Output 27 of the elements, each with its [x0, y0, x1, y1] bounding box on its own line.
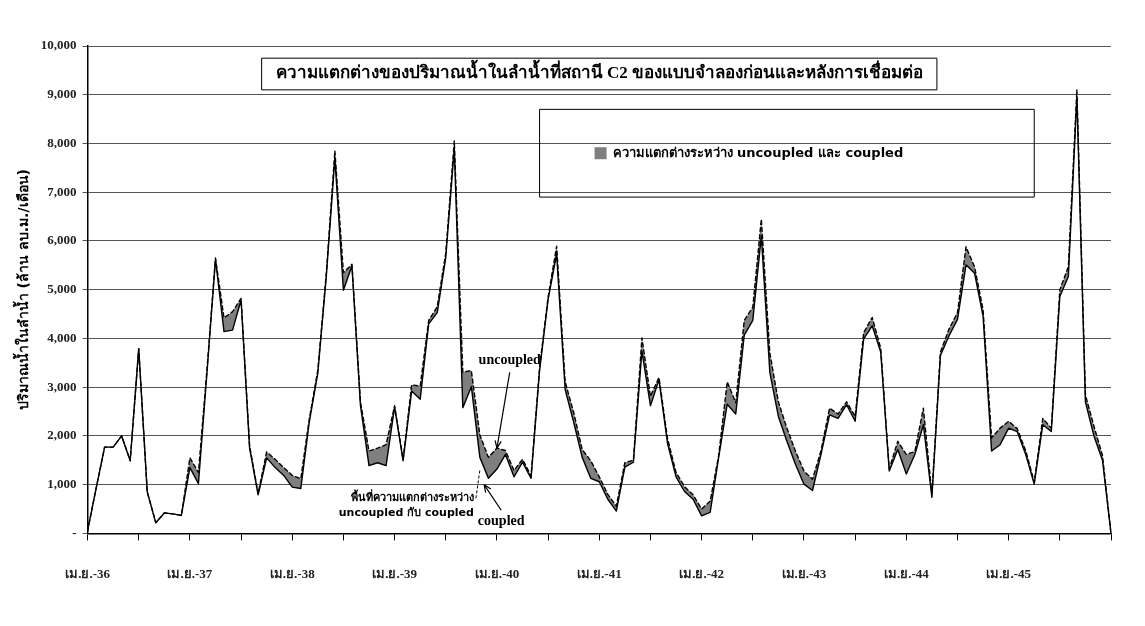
annotation: พื้นที่ความแตกต่างระหว่าง uncoupled กับ coupled — [338, 489, 474, 520]
y-tick-label: 6,000 — [47, 232, 77, 248]
y-axis-title: ปริมาณน้ำในลำน้ำ (ล้าน ลบ.ม./เดือน) — [12, 169, 32, 411]
x-tick-label: เม.ย.-36 — [65, 565, 111, 581]
x-tick-label: เม.ย.-45 — [986, 565, 1032, 581]
y-tick-label: 8,000 — [47, 134, 77, 150]
x-tick-label: เม.ย.-38 — [269, 565, 316, 581]
y-tick-label: 4,000 — [47, 329, 77, 345]
legend-label: ความแตกต่างระหว่าง uncoupled และ coupled — [612, 144, 904, 160]
x-tick-label: เม.ย.-37 — [167, 565, 213, 581]
text: ความแตกต่างของปริมาณน้ำในลำน้ำที่สถานี C2 ของแบบจำลองก่อนและหลังการเชื่อมต่อ — [275, 59, 923, 83]
y-tick-label: - — [72, 524, 77, 540]
y-tick-label: 5,000 — [47, 281, 77, 297]
text: coupled — [477, 512, 525, 528]
x-tick-label: เม.ย.-41 — [576, 565, 622, 581]
x-tick-label: เม.ย.-43 — [781, 565, 827, 581]
x-tick-label: เม.ย.-40 — [474, 565, 520, 581]
y-tick-label: 3,000 — [47, 378, 77, 394]
y-tick-label: 9,000 — [47, 86, 77, 102]
y-tick-label: 1,000 — [47, 476, 77, 492]
x-tick-label: เม.ย.-44 — [883, 565, 930, 581]
y-tick-label: 10,000 — [40, 37, 77, 53]
annotation: uncoupled — [478, 351, 542, 367]
y-tick-label: 7,000 — [47, 183, 77, 199]
x-tick-label: เม.ย.-42 — [679, 565, 725, 581]
x-tick-label: เม.ย.-39 — [372, 565, 418, 581]
y-tick-label: 2,000 — [47, 427, 77, 443]
